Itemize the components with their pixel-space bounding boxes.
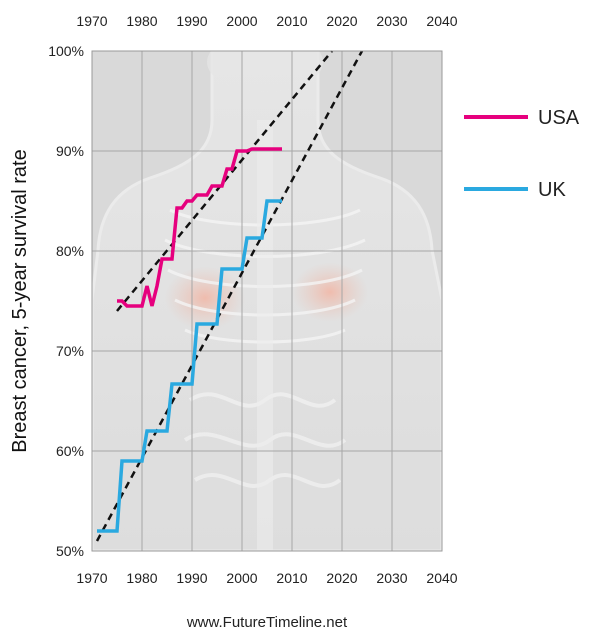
trendline-uk xyxy=(95,50,364,542)
spine xyxy=(257,120,273,551)
torso-illustration xyxy=(92,51,442,551)
series-line-usa xyxy=(117,147,282,308)
x-tick-labels-top: 1970 1980 1990 2000 2010 2020 2030 2040 xyxy=(76,13,457,29)
x-tick-bottom-2000: 2000 xyxy=(226,570,257,586)
footer-url: www.FutureTimeline.net xyxy=(186,614,348,631)
series-lines xyxy=(97,147,282,533)
y-tick-60: 60% xyxy=(56,443,84,459)
x-tick-bottom-2010: 2010 xyxy=(276,570,307,586)
plot-frame xyxy=(91,50,443,552)
x-tick-top-1980: 1980 xyxy=(126,13,157,29)
y-tick-90: 90% xyxy=(56,143,84,159)
series-line-uk xyxy=(97,199,282,533)
x-tick-bottom-1970: 1970 xyxy=(76,570,107,586)
x-tick-bottom-2020: 2020 xyxy=(326,570,357,586)
x-tick-top-1970: 1970 xyxy=(76,13,107,29)
y-tick-70: 70% xyxy=(56,343,84,359)
x-tick-bottom-2030: 2030 xyxy=(376,570,407,586)
x-tick-top-2040: 2040 xyxy=(426,13,457,29)
x-tick-top-2030: 2030 xyxy=(376,13,407,29)
legend: USA UK xyxy=(464,107,580,201)
x-tick-bottom-1980: 1980 xyxy=(126,570,157,586)
x-tick-top-1990: 1990 xyxy=(176,13,207,29)
legend-label-uk: UK xyxy=(538,179,566,201)
grid xyxy=(92,51,442,551)
x-tick-top-2000: 2000 xyxy=(226,13,257,29)
y-tick-100: 100% xyxy=(48,43,84,59)
x-tick-top-2020: 2020 xyxy=(326,13,357,29)
x-tick-labels-bottom: 1970 1980 1990 2000 2010 2020 2030 2040 xyxy=(76,570,457,586)
x-tick-top-2010: 2010 xyxy=(276,13,307,29)
head-shape xyxy=(207,51,323,92)
y-tick-labels: 50% 60% 70% 80% 90% 100% xyxy=(48,43,84,559)
y-tick-80: 80% xyxy=(56,243,84,259)
x-tick-bottom-2040: 2040 xyxy=(426,570,457,586)
x-tick-bottom-1990: 1990 xyxy=(176,570,207,586)
legend-label-usa: USA xyxy=(538,107,580,129)
y-tick-50: 50% xyxy=(56,543,84,559)
y-axis-label: Breast cancer, 5-year survival rate xyxy=(9,149,31,452)
